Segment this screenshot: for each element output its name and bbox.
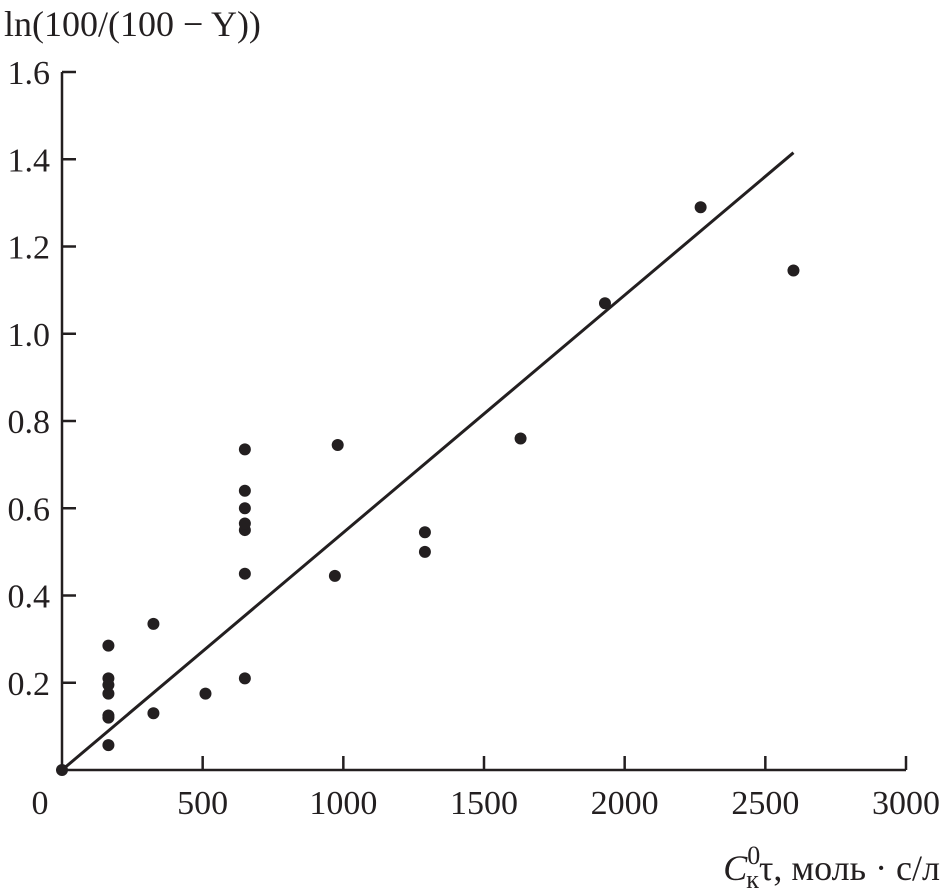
data-point <box>418 526 431 539</box>
data-point <box>694 201 707 214</box>
y-axis-title: ln(100/(100 − Y)) <box>4 4 261 44</box>
x-axis-ticks: 0 500 1000 1500 2000 2500 3000 <box>32 756 940 822</box>
data-point <box>418 545 431 558</box>
x-tick-label: 3000 <box>872 785 940 822</box>
x-axis-title-symbol: C <box>723 848 748 888</box>
data-point <box>238 443 251 456</box>
x-tick-label: 0 <box>32 785 49 822</box>
y-tick-label: 1.6 <box>8 55 51 92</box>
data-point <box>238 517 251 530</box>
data-point <box>102 709 115 722</box>
data-point <box>56 764 68 776</box>
x-tick-label: 2500 <box>731 785 799 822</box>
data-point <box>147 707 160 720</box>
data-point <box>102 672 115 685</box>
x-tick-label: 500 <box>177 785 228 822</box>
data-points <box>56 201 800 776</box>
y-tick-label: 0.8 <box>8 404 51 441</box>
data-point <box>102 687 115 700</box>
data-point <box>514 432 527 445</box>
x-axis-title-rest: τ, моль · с/л <box>759 848 940 888</box>
y-tick-label: 1.0 <box>8 317 51 354</box>
x-axis-title-subscript: к <box>746 865 759 894</box>
data-point <box>147 617 160 630</box>
axes <box>60 72 906 772</box>
y-axis-ticks: 0.2 0.4 0.6 0.8 1.0 1.2 1.4 1.6 <box>8 55 76 703</box>
data-point <box>102 739 115 752</box>
y-tick-label: 1.2 <box>8 230 51 267</box>
data-point <box>787 264 800 277</box>
data-point <box>238 567 251 580</box>
data-point <box>598 297 611 310</box>
data-point <box>238 502 251 515</box>
x-tick-label: 2000 <box>591 785 659 822</box>
x-axis-title: C0 кτ, моль · с/л <box>723 841 940 894</box>
data-point <box>238 484 251 497</box>
data-point <box>199 687 212 700</box>
x-tick-label: 1500 <box>450 785 518 822</box>
y-tick-label: 0.2 <box>8 666 51 703</box>
y-tick-label: 0.4 <box>8 579 51 616</box>
fit-line-group <box>61 151 795 772</box>
fit-line <box>61 151 795 772</box>
x-tick-label: 1000 <box>309 785 377 822</box>
data-point <box>238 672 251 685</box>
y-tick-label: 1.4 <box>8 142 51 179</box>
x-axis-title-superscript: 0 <box>747 841 760 870</box>
data-point <box>328 569 341 582</box>
y-tick-label: 0.6 <box>8 491 51 528</box>
data-point <box>102 639 115 652</box>
data-point <box>331 438 344 451</box>
